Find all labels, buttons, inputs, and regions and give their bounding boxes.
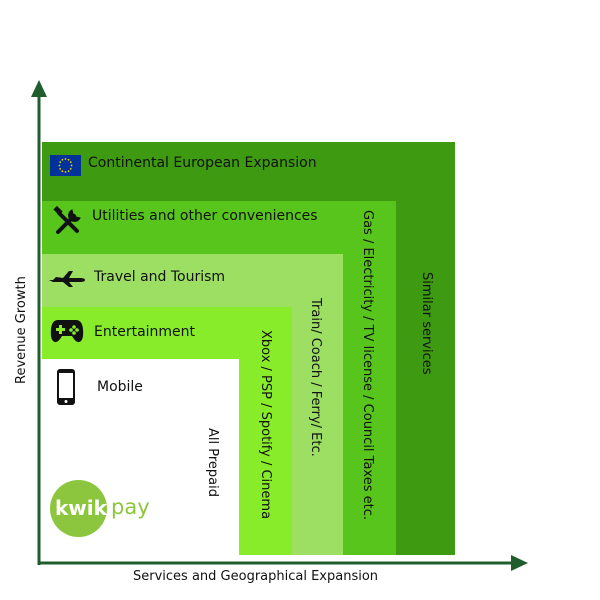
logo-circle (50, 480, 107, 537)
layer-label-mobile: Mobile (97, 379, 143, 395)
x-axis-title: Services and Geographical Expansion (133, 569, 379, 584)
logo-circle-text: kwik (55, 496, 107, 520)
mobile-phone-icon (57, 369, 75, 405)
gamepad-icon (50, 320, 84, 343)
side-label-entertainment: Xbox / PSP / Spotify / Cinema (258, 330, 273, 520)
tools-icon (53, 206, 81, 234)
layer-label-utilities: Utilities and other conveniences (92, 208, 318, 224)
eu-flag-icon (50, 155, 81, 176)
y-axis-title: Revenue Growth (14, 276, 29, 384)
kwikpay-logo: kwik pay (50, 480, 160, 538)
airplane-icon (49, 271, 85, 287)
side-label-travel: Train/ Coach / Ferry/ Etc. (308, 298, 323, 457)
layer-label-travel: Travel and Tourism (94, 269, 226, 285)
side-label-continental: Similar services (419, 272, 434, 375)
side-label-utilities: Gas / Electricity / TV license / Council… (360, 210, 375, 521)
y-axis-arrow (31, 80, 47, 97)
layer-label-continental: Continental European Expansion (88, 155, 317, 171)
side-label-mobile: All Prepaid (205, 428, 220, 497)
x-axis-arrow (511, 555, 528, 571)
layer-label-entertainment: Entertainment (94, 324, 196, 340)
logo-suffix: pay (111, 495, 150, 519)
